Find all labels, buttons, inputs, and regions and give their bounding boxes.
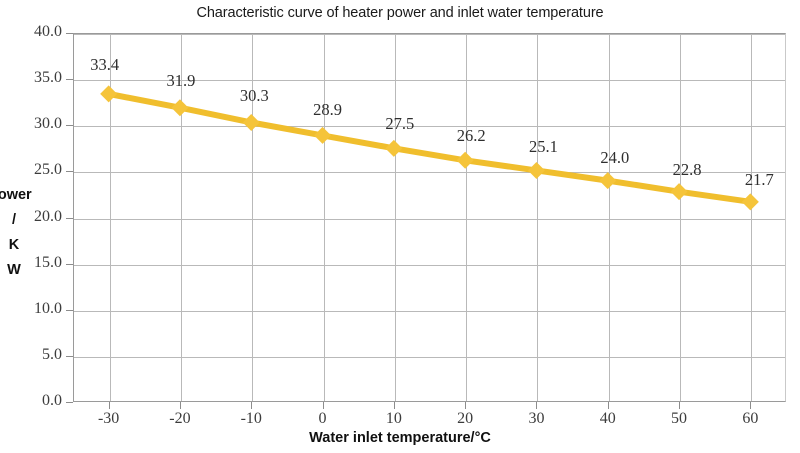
x-axis-tick	[108, 402, 110, 409]
y-axis-tick	[66, 171, 73, 173]
data-point-label: 26.2	[456, 126, 486, 146]
gridline-vertical	[109, 34, 111, 401]
y-axis-title-line: /	[11, 212, 17, 228]
gridline-vertical	[537, 34, 539, 401]
x-axis-tick	[536, 402, 538, 409]
y-axis-tick	[66, 125, 73, 127]
gridline-horizontal	[74, 264, 785, 266]
data-point-label: 21.7	[744, 169, 774, 189]
x-axis-tick	[179, 402, 181, 409]
y-axis-tick-label: 15.0	[34, 253, 62, 271]
y-axis-tick	[66, 355, 73, 357]
y-axis-tick-label: 30.0	[34, 115, 62, 133]
y-axis-tick	[66, 217, 73, 219]
data-point-label: 25.1	[529, 137, 558, 157]
gridline-vertical	[323, 34, 325, 401]
x-axis-tick-label: -30	[97, 410, 120, 427]
data-point-label: 28.9	[313, 100, 342, 120]
gridline-horizontal	[74, 34, 785, 35]
y-axis-title-line: power	[0, 187, 32, 203]
data-point-label: 31.9	[166, 70, 196, 90]
chart-title: Characteristic curve of heater power and…	[196, 5, 604, 21]
x-axis-title: Water inlet temperature/°C	[309, 430, 491, 446]
x-axis-tick	[679, 402, 681, 409]
x-axis-tick	[607, 402, 609, 409]
gridline-vertical	[608, 34, 610, 401]
y-axis-tick	[66, 309, 73, 311]
data-point-label: 27.5	[385, 114, 415, 134]
x-axis-tick	[251, 402, 253, 409]
y-axis-tick	[66, 402, 73, 403]
gridline-vertical	[394, 34, 396, 401]
data-point-label: 30.3	[239, 86, 269, 106]
data-point-label: 22.8	[672, 159, 702, 179]
y-axis-tick-label: 5.0	[42, 345, 62, 363]
x-axis-tick	[322, 402, 324, 409]
gridline-horizontal	[74, 356, 785, 358]
y-axis-tick-label: 0.0	[42, 392, 62, 409]
y-axis-title-line: K	[8, 237, 20, 253]
y-axis-tick-label: 25.0	[34, 161, 62, 179]
x-axis-tick-label: -10	[240, 410, 262, 427]
gridline-vertical	[751, 34, 753, 401]
x-axis-tick	[393, 402, 395, 409]
y-axis-tick-label: 20.0	[34, 207, 62, 225]
y-axis-tick	[66, 79, 73, 81]
x-axis-tick	[465, 402, 467, 409]
x-axis-tick-label: 50	[671, 410, 688, 427]
gridline-vertical	[180, 34, 182, 401]
y-axis-title: power / KW	[0, 183, 37, 283]
y-axis-title-line: W	[7, 262, 21, 278]
y-axis-tick-label: 10.0	[34, 299, 62, 317]
gridline-vertical	[466, 34, 468, 401]
y-axis-tick-label: 40.0	[34, 23, 62, 40]
gridline-horizontal	[74, 80, 785, 82]
data-point-label: 33.4	[90, 54, 120, 74]
x-axis-tick-label: 30	[528, 410, 545, 427]
y-axis-tick	[66, 33, 73, 34]
y-axis-tick-label: 35.0	[34, 69, 62, 87]
data-point-label: 24.0	[600, 147, 630, 167]
x-axis-tick-label: 40	[599, 410, 616, 427]
x-axis-tick-label: 20	[457, 410, 474, 427]
x-axis-tick-label: 60	[742, 410, 759, 427]
x-axis-tick-label: -20	[169, 410, 191, 427]
gridline-vertical	[680, 34, 682, 401]
x-axis-tick-label: 10	[385, 410, 402, 427]
gridline-horizontal	[74, 310, 785, 312]
gridline-horizontal	[74, 218, 785, 220]
y-axis-tick	[66, 263, 73, 265]
x-axis-tick	[750, 402, 752, 409]
gridline-vertical	[252, 34, 254, 401]
x-axis-tick-label: 0	[318, 410, 327, 427]
